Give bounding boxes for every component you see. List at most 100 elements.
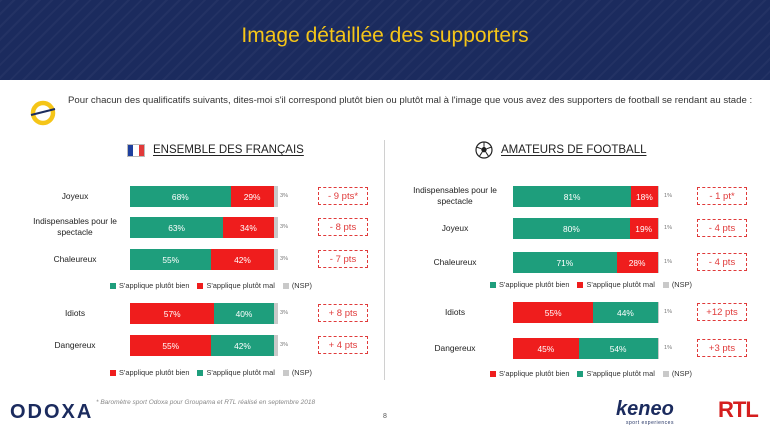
bar-segment-bien: 71%	[513, 252, 617, 273]
nsp-value: 3%	[280, 224, 289, 230]
legend-item: S'applique plutôt mal	[577, 280, 655, 289]
legend-swatch	[282, 282, 289, 289]
row-label: Indispensables pour le spectacle	[33, 216, 117, 237]
bar-segment-bien: 55%	[130, 335, 212, 356]
bar-segment-bien: 45%	[513, 338, 579, 359]
nsp-value: 1%	[664, 345, 673, 351]
bar-segment-mal: 42%	[211, 249, 274, 270]
question-text: Pour chacun des qualificatifs suivants, …	[68, 95, 753, 106]
footnote: * Baromètre sport Odoxa pour Groupama et…	[96, 399, 316, 406]
panel-title-ensemble: ENSEMBLE DES FRANÇAIS	[127, 140, 304, 160]
chart-legend: S'applique plutôt bien S'applique plutôt …	[110, 368, 312, 377]
panel-title-text: AMATEURS DE FOOTBALL	[501, 144, 647, 156]
panel-title-text: ENSEMBLE DES FRANÇAIS	[153, 144, 304, 156]
delta-badge: - 4 pts	[697, 253, 747, 271]
bar-segment-bien: 68%	[130, 186, 231, 207]
nsp-value: 3%	[280, 256, 289, 262]
bar-segment-mal: 54%	[578, 338, 658, 359]
legend-label: S'applique plutôt bien	[119, 368, 190, 377]
stacked-bar: 81% 18%	[513, 186, 659, 207]
delta-badge: - 8 pts	[318, 218, 368, 236]
delta-badge: +3 pts	[697, 339, 747, 357]
legend-label: S'applique plutôt mal	[206, 281, 275, 290]
legend-item: (NSP)	[662, 280, 692, 289]
legend-label: S'applique plutôt mal	[586, 280, 655, 289]
legend-label: (NSP)	[671, 280, 692, 289]
nsp-value: 3%	[280, 193, 289, 199]
legend-label: S'applique plutôt mal	[206, 368, 275, 377]
legend-label: S'applique plutôt bien	[119, 281, 190, 290]
legend-item: (NSP)	[282, 281, 312, 290]
delta-badge: + 4 pts	[318, 336, 368, 354]
legend-label: (NSP)	[291, 368, 312, 377]
stacked-bar: 55% 42%	[130, 335, 278, 356]
row-label: Chaleureux	[433, 257, 477, 267]
bar-segment-nsp	[657, 338, 659, 359]
stacked-bar: 71% 28%	[513, 252, 659, 273]
row-label: Joyeux	[61, 191, 89, 201]
delta-badge: + 8 pts	[318, 304, 368, 322]
legend-item: S'applique plutôt bien	[490, 280, 569, 289]
legend-item: S'applique plutôt mal	[197, 368, 275, 377]
legend-item: S'applique plutôt bien	[490, 369, 569, 378]
bar-segment-mal: 34%	[223, 217, 274, 238]
stacked-bar: 57% 40%	[130, 303, 278, 324]
legend-swatch	[662, 370, 669, 377]
legend-swatch	[490, 370, 496, 377]
row-label: Dangereux	[54, 340, 96, 350]
nsp-value: 1%	[664, 259, 673, 265]
bar-segment-bien: 63%	[130, 217, 224, 238]
bar-segment-nsp	[657, 218, 659, 239]
chart-legend: S'applique plutôt bien S'applique plutôt …	[110, 281, 312, 290]
bar-segment-nsp	[657, 252, 659, 273]
legend-swatch	[110, 282, 116, 289]
stacked-bar: 80% 19%	[513, 218, 659, 239]
legend-swatch	[197, 369, 204, 376]
legend-item: S'applique plutôt mal	[577, 369, 655, 378]
nsp-value: 1%	[664, 193, 673, 199]
page-number: 8	[383, 413, 387, 420]
row-label: Joyeux	[441, 223, 469, 233]
nsp-value: 1%	[664, 225, 673, 231]
legend-swatch	[662, 281, 669, 288]
legend-label: (NSP)	[291, 281, 312, 290]
header-pattern	[0, 0, 770, 80]
legend-label: (NSP)	[671, 369, 692, 378]
football-icon	[475, 141, 493, 159]
nsp-value: 3%	[280, 342, 289, 348]
chart-legend: S'applique plutôt bien S'applique plutôt …	[490, 369, 692, 378]
bar-segment-nsp	[273, 249, 278, 270]
nsp-value: 3%	[280, 310, 289, 316]
bar-segment-nsp	[273, 303, 278, 324]
legend-label: S'applique plutôt bien	[499, 369, 570, 378]
bar-segment-mal: 44%	[593, 302, 658, 323]
delta-badge: - 4 pts	[697, 219, 747, 237]
bar-segment-nsp	[273, 186, 278, 207]
bar-segment-nsp	[273, 335, 278, 356]
bar-segment-nsp	[657, 186, 659, 207]
row-label: Dangereux	[434, 343, 476, 353]
bar-segment-mal: 40%	[214, 303, 274, 324]
page-title: Image détaillée des supporters	[241, 24, 529, 47]
nsp-value: 1%	[664, 309, 673, 315]
bar-segment-mal: 42%	[211, 335, 274, 356]
keneo-tagline: sport experiences	[626, 420, 674, 426]
panel-divider	[384, 140, 385, 380]
stacked-bar: 55% 42%	[130, 249, 278, 270]
delta-badge: - 7 pts	[318, 250, 368, 268]
keneo-logo: keneo	[616, 398, 674, 420]
header-banner: Image détaillée des supporters	[0, 0, 770, 80]
row-label: Chaleureux	[53, 254, 97, 264]
legend-label: S'applique plutôt bien	[499, 280, 570, 289]
legend-swatch	[577, 281, 584, 288]
row-label: Indispensables pour le spectacle	[413, 185, 497, 206]
chart-legend: S'applique plutôt bien S'applique plutôt …	[490, 280, 692, 289]
legend-swatch	[197, 282, 204, 289]
stacked-bar: 63% 34%	[130, 217, 278, 238]
delta-badge: - 9 pts*	[318, 187, 368, 205]
bar-segment-mal: 28%	[616, 252, 658, 273]
bar-segment-nsp	[657, 302, 659, 323]
delta-badge: - 1 pt*	[697, 187, 747, 205]
legend-swatch	[110, 369, 116, 376]
rtl-logo: RTL	[718, 397, 759, 422]
